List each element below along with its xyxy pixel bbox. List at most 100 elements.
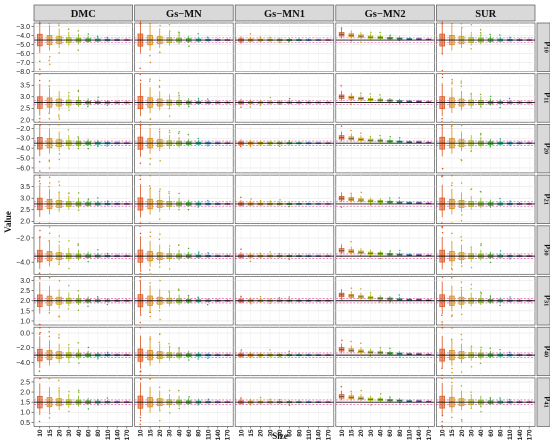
outlier-point	[489, 261, 492, 264]
outlier-point	[489, 145, 492, 148]
x-tick-label: 140	[215, 429, 222, 440]
panel	[33, 276, 133, 326]
outlier-point	[159, 188, 161, 190]
outlier-point	[278, 296, 281, 299]
outlier-point	[168, 115, 171, 117]
outlier-point	[48, 240, 50, 242]
outlier-point	[441, 117, 443, 120]
x-axis-title: Size	[272, 431, 288, 441]
outlier-point	[139, 232, 142, 235]
outlier-point	[451, 276, 453, 278]
outlier-point	[149, 338, 151, 340]
outlier-point	[288, 97, 291, 100]
outlier-point	[139, 174, 142, 177]
outlier-point	[288, 41, 290, 43]
outlier-point	[460, 418, 463, 421]
y-tick-label: −7.0	[16, 60, 30, 67]
outlier-point	[38, 222, 41, 224]
outlier-point	[441, 367, 443, 370]
outlier-point	[188, 45, 190, 47]
outlier-point	[250, 198, 252, 200]
x-tick-label: 40	[76, 429, 83, 437]
outlier-point	[139, 326, 142, 329]
outlier-point	[48, 417, 51, 419]
y-tick-label: −8.0	[16, 69, 30, 76]
outlier-point	[480, 191, 482, 193]
outlier-point	[350, 340, 352, 343]
outlier-point	[450, 338, 453, 341]
outlier-point	[369, 291, 372, 294]
outlier-point	[38, 333, 41, 335]
outlier-point	[451, 381, 453, 384]
outlier-point	[77, 30, 80, 32]
panel-bg	[33, 124, 133, 174]
outlier-point	[450, 267, 453, 269]
outlier-point	[350, 241, 352, 243]
strip-bg	[134, 4, 234, 22]
outlier-point	[489, 33, 491, 36]
outlier-point	[479, 28, 482, 31]
y-tick-label: −2.0	[16, 126, 30, 133]
outlier-point	[460, 239, 463, 242]
y-tick-label: −5.0	[16, 42, 30, 49]
y-tick-label: 2.0	[20, 298, 30, 305]
outlier-point	[149, 187, 152, 189]
panel	[436, 326, 536, 377]
row-strip-label: β20	[543, 143, 550, 154]
outlier-point	[87, 305, 89, 307]
row-strip-label: β21	[543, 194, 550, 205]
row-strip-bg	[536, 73, 550, 123]
x-tick-label: 40	[378, 429, 385, 437]
outlier-point	[451, 22, 453, 25]
outlier-point	[450, 315, 453, 317]
outlier-point	[168, 192, 170, 195]
outlier-point	[441, 323, 443, 326]
panel	[436, 20, 536, 72]
outlier-point	[39, 176, 41, 179]
outlier-point	[509, 200, 511, 202]
x-tick-label: 110	[105, 429, 112, 440]
row-strip-label: β40	[543, 346, 550, 357]
x-tick-label: 15	[449, 429, 456, 437]
outlier-point	[350, 129, 352, 132]
panel	[436, 276, 536, 326]
outlier-point	[78, 391, 80, 393]
outlier-point	[48, 377, 51, 380]
outlier-point	[158, 419, 161, 422]
outlier-point	[279, 398, 281, 401]
x-tick-label: 40	[478, 429, 485, 437]
outlier-point	[149, 315, 151, 318]
outlier-point	[106, 397, 109, 399]
outlier-point	[106, 351, 109, 354]
outlier-point	[489, 295, 492, 297]
y-tick-label: −2.0	[16, 345, 30, 352]
panel-bg	[436, 22, 536, 72]
outlier-point	[360, 389, 362, 392]
outlier-point	[38, 326, 41, 329]
outlier-point	[451, 371, 453, 374]
outlier-point	[77, 243, 79, 245]
x-tick-label: 20	[358, 429, 365, 437]
outlier-point	[508, 398, 511, 401]
outlier-point	[441, 53, 444, 55]
x-tick-label: 30	[66, 429, 73, 437]
x-tick-label: 140	[416, 429, 423, 440]
strip-label: Gs−MN1	[264, 9, 305, 20]
outlier-point	[158, 266, 161, 268]
outlier-point	[441, 314, 443, 316]
outlier-point	[259, 295, 262, 298]
outlier-point	[58, 263, 60, 265]
outlier-point	[168, 268, 171, 270]
outlier-point	[58, 180, 60, 183]
outlier-point	[470, 365, 473, 368]
outlier-point	[441, 69, 444, 72]
outlier-point	[87, 408, 90, 410]
outlier-point	[370, 404, 372, 406]
row-strip-bg	[536, 174, 550, 224]
outlier-point	[480, 292, 483, 295]
outlier-point	[480, 405, 482, 408]
outlier-point	[460, 371, 463, 373]
outlier-point	[177, 31, 180, 33]
panel	[33, 225, 133, 275]
outlier-point	[379, 257, 382, 260]
